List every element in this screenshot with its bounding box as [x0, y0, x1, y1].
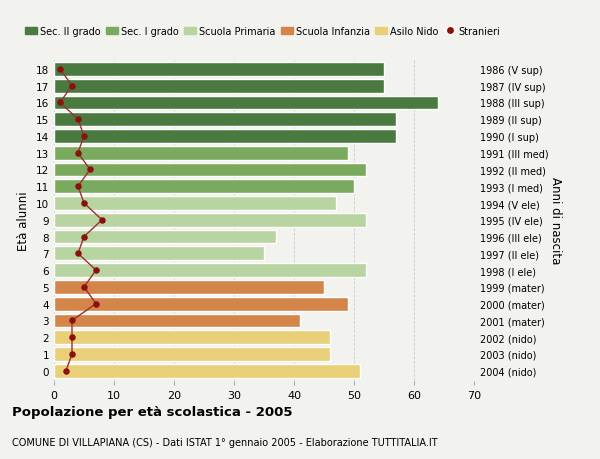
- Point: [55, 66, 65, 73]
- Point: [73, 150, 83, 157]
- Y-axis label: Età alunni: Età alunni: [17, 190, 31, 250]
- Point: [85, 167, 95, 174]
- Bar: [54, 113, 396, 127]
- Point: [73, 183, 83, 190]
- Text: COMUNE DI VILLAPIANA (CS) - Dati ISTAT 1° gennaio 2005 - Elaborazione TUTTITALIA: COMUNE DI VILLAPIANA (CS) - Dati ISTAT 1…: [12, 437, 437, 447]
- Point: [73, 116, 83, 123]
- Bar: [54, 96, 438, 110]
- Point: [67, 334, 77, 341]
- Bar: [54, 130, 396, 144]
- Point: [73, 250, 83, 257]
- Point: [79, 233, 89, 241]
- Point: [79, 200, 89, 207]
- Bar: [54, 146, 348, 160]
- Point: [91, 267, 101, 274]
- Point: [67, 351, 77, 358]
- Legend: Sec. II grado, Sec. I grado, Scuola Primaria, Scuola Infanzia, Asilo Nido, Stran: Sec. II grado, Sec. I grado, Scuola Prim…: [21, 23, 505, 40]
- Point: [79, 284, 89, 291]
- Point: [79, 133, 89, 140]
- Point: [97, 217, 107, 224]
- Bar: [54, 280, 324, 294]
- Point: [61, 367, 71, 375]
- Point: [91, 300, 101, 308]
- Bar: [54, 364, 360, 378]
- Y-axis label: Anni di nascita: Anni di nascita: [549, 177, 562, 264]
- Point: [67, 317, 77, 325]
- Bar: [54, 297, 348, 311]
- Bar: [54, 63, 384, 77]
- Bar: [54, 314, 300, 328]
- Bar: [54, 213, 366, 227]
- Bar: [54, 230, 276, 244]
- Bar: [54, 347, 330, 361]
- Bar: [54, 79, 384, 93]
- Bar: [54, 330, 330, 344]
- Bar: [54, 163, 366, 177]
- Bar: [54, 263, 366, 277]
- Point: [55, 100, 65, 107]
- Point: [67, 83, 77, 90]
- Bar: [54, 197, 336, 210]
- Text: Popolazione per età scolastica - 2005: Popolazione per età scolastica - 2005: [12, 405, 293, 419]
- Bar: [54, 247, 264, 261]
- Bar: [54, 180, 354, 194]
